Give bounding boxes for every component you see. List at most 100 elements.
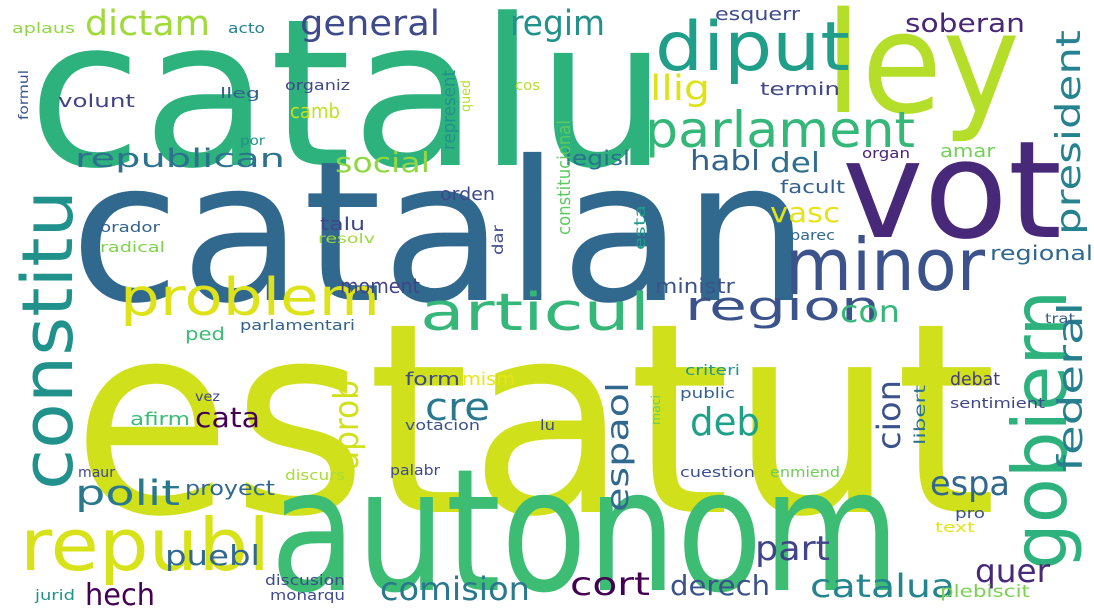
- word: mism: [462, 369, 515, 390]
- word: social: [335, 146, 430, 179]
- word: aplaus: [12, 21, 75, 37]
- word: dar: [489, 224, 507, 255]
- word: discurs: [285, 468, 345, 484]
- word: president: [1049, 30, 1089, 235]
- word: esta: [631, 205, 649, 250]
- word: ped: [185, 324, 225, 345]
- word: maci: [649, 395, 663, 425]
- word: represent: [439, 70, 460, 150]
- word: vasc: [770, 196, 840, 229]
- word: jurid: [34, 588, 75, 604]
- word: estatut: [72, 267, 997, 575]
- word: part: [755, 529, 830, 569]
- word: parlamentari: [240, 318, 355, 334]
- word: aprob: [327, 380, 367, 470]
- word: esquerr: [715, 4, 801, 25]
- word: enmiend: [770, 465, 840, 481]
- word: palabr: [390, 463, 440, 479]
- word: polit: [75, 474, 180, 514]
- word: constitu: [7, 190, 89, 490]
- word: maur: [78, 465, 115, 481]
- word: deb: [690, 400, 760, 444]
- word: qued: [459, 80, 474, 112]
- word: discusion: [265, 573, 345, 589]
- word: afirm: [130, 409, 190, 430]
- word: proyect: [185, 476, 275, 500]
- word: criteri: [685, 363, 740, 379]
- word: diput: [655, 8, 850, 87]
- word: public: [680, 386, 735, 402]
- word: moment: [340, 274, 420, 298]
- word: plebiscit: [940, 582, 1030, 602]
- word: cion: [870, 380, 908, 450]
- word: regim: [510, 4, 605, 44]
- word: trat: [1045, 312, 1075, 327]
- word: ministr: [655, 274, 736, 298]
- word: espaol: [601, 382, 636, 512]
- word: monarqu: [270, 588, 345, 604]
- word: llig: [650, 69, 710, 109]
- word: constitucional: [554, 120, 575, 235]
- word: radical: [100, 240, 165, 256]
- word: vez: [195, 390, 220, 405]
- word: votacion: [405, 418, 480, 434]
- word: general: [300, 4, 440, 44]
- word: ley: [825, 0, 1020, 146]
- word: hech: [85, 578, 155, 609]
- word: regional: [990, 241, 1093, 265]
- word: orden: [440, 184, 495, 205]
- word: lleg: [220, 86, 260, 102]
- word: comision: [380, 570, 530, 608]
- word: parlament: [645, 101, 915, 159]
- word: catalu: [28, 0, 668, 214]
- word: resolv: [318, 232, 375, 247]
- word: articul: [420, 283, 650, 343]
- word: parec: [790, 228, 835, 244]
- word: volunt: [58, 91, 135, 112]
- word: organiz: [285, 78, 350, 94]
- word: habl: [690, 144, 760, 177]
- word: federal: [1051, 302, 1091, 472]
- word: autonom: [270, 433, 900, 609]
- word: dictam: [85, 4, 210, 44]
- word: por: [240, 134, 266, 149]
- word: organ: [862, 146, 910, 162]
- word: amar: [940, 141, 996, 162]
- word: formul: [17, 70, 32, 120]
- word: del: [770, 146, 820, 179]
- word: problem: [120, 268, 380, 328]
- word: espa: [930, 464, 1010, 504]
- word: region: [685, 284, 880, 330]
- word: facult: [780, 177, 845, 198]
- word: catalua: [810, 567, 955, 605]
- word: cos: [515, 78, 540, 94]
- word: debat: [950, 369, 1000, 390]
- word: lu: [540, 418, 555, 434]
- word: derech: [670, 569, 770, 602]
- word: form: [405, 369, 460, 390]
- word: minor: [785, 223, 985, 307]
- word: legisl: [565, 146, 630, 170]
- word: republican: [75, 144, 285, 174]
- word: libert: [911, 385, 929, 445]
- word: republ: [20, 503, 270, 587]
- word: gobiern: [996, 290, 1084, 570]
- word: cort: [570, 565, 650, 603]
- word: soberan: [905, 9, 1025, 39]
- word: catalan: [70, 119, 810, 346]
- word: cata: [195, 401, 260, 434]
- word: puebl: [165, 539, 260, 572]
- word: vot: [842, 112, 1062, 269]
- word: camb: [290, 99, 340, 123]
- word: sentimient: [950, 396, 1046, 412]
- word: cre: [425, 385, 490, 429]
- word: quer: [975, 552, 1051, 590]
- word: pro: [955, 506, 985, 522]
- word: text: [935, 520, 976, 536]
- word: con: [840, 295, 900, 330]
- word: termin: [760, 79, 840, 100]
- word: acto: [228, 21, 265, 37]
- word: talu: [320, 214, 365, 235]
